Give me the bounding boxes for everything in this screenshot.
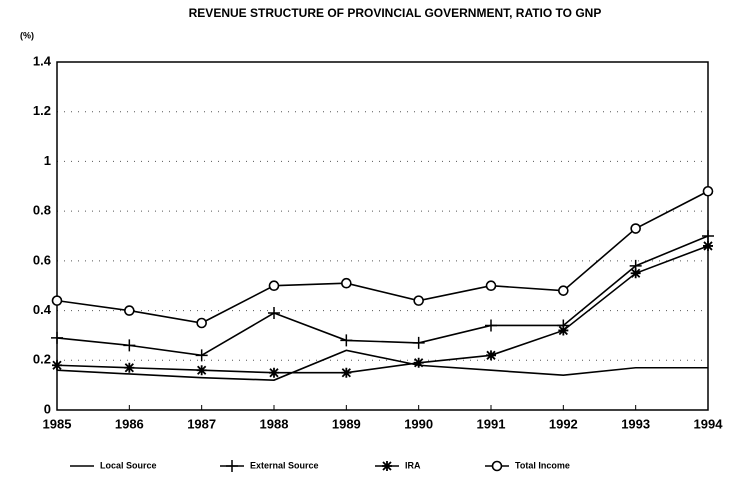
marker-circle [702, 185, 714, 197]
marker-star [486, 350, 496, 361]
marker-plus [702, 230, 714, 242]
y-tick-label: 0.2 [33, 352, 51, 367]
marker-star [341, 367, 352, 378]
x-tick-label: 1988 [260, 416, 289, 431]
marker-circle [485, 280, 497, 292]
legend-label: Total Income [515, 460, 570, 470]
y-tick-label: 1 [44, 153, 51, 168]
marker-star [558, 325, 569, 336]
y-tick-label: 1.2 [33, 103, 51, 118]
marker-plus [123, 339, 136, 352]
y-tick-label: 1.4 [33, 53, 52, 68]
marker-circle [51, 295, 63, 306]
marker-plus [195, 349, 208, 362]
x-tick-label: 1993 [621, 416, 650, 431]
marker-plus [412, 336, 425, 349]
marker-circle [196, 317, 207, 329]
x-tick-label: 1990 [404, 416, 433, 431]
series-line [56, 190, 709, 324]
marker-plus [340, 334, 353, 347]
legend-label: IRA [405, 460, 421, 470]
marker-star [703, 240, 713, 251]
marker-star [52, 360, 62, 371]
marker-star [269, 367, 279, 378]
series-line [56, 245, 709, 374]
marker-plus [51, 331, 63, 344]
marker-circle [124, 305, 135, 316]
marker-circle [630, 223, 641, 234]
marker-circle [268, 280, 280, 292]
marker-plus [485, 319, 497, 332]
x-tick-label: 1986 [115, 416, 144, 431]
marker-circle [413, 295, 424, 306]
x-tick-label: 1985 [43, 416, 72, 431]
legend-label: Local Source [100, 460, 157, 470]
chart-title: REVENUE STRUCTURE OF PROVINCIAL GOVERNME… [189, 6, 602, 20]
marker-circle [341, 277, 352, 289]
y-tick-label: 0.4 [33, 302, 52, 317]
x-tick-label: 1989 [332, 416, 361, 431]
marker-plus [268, 307, 280, 320]
x-tick-label: 1991 [477, 416, 506, 431]
marker-circle [558, 285, 569, 296]
x-tick-label: 1987 [187, 416, 216, 431]
marker-star [630, 268, 641, 279]
marker-circle [491, 460, 503, 472]
marker-star [382, 461, 392, 471]
series-line [56, 349, 708, 381]
legend-label: External Source [250, 460, 319, 470]
y-tick-label: 0.6 [33, 252, 51, 267]
y-axis-label: (%) [20, 30, 34, 40]
y-tick-label: 0 [44, 401, 51, 416]
marker-star [124, 362, 135, 373]
x-tick-label: 1994 [694, 416, 724, 431]
y-tick-label: 0.8 [33, 203, 51, 218]
marker-star [196, 365, 207, 376]
series-line [56, 235, 709, 357]
marker-plus [226, 460, 238, 472]
x-tick-label: 1992 [549, 416, 578, 431]
marker-star [413, 357, 424, 368]
